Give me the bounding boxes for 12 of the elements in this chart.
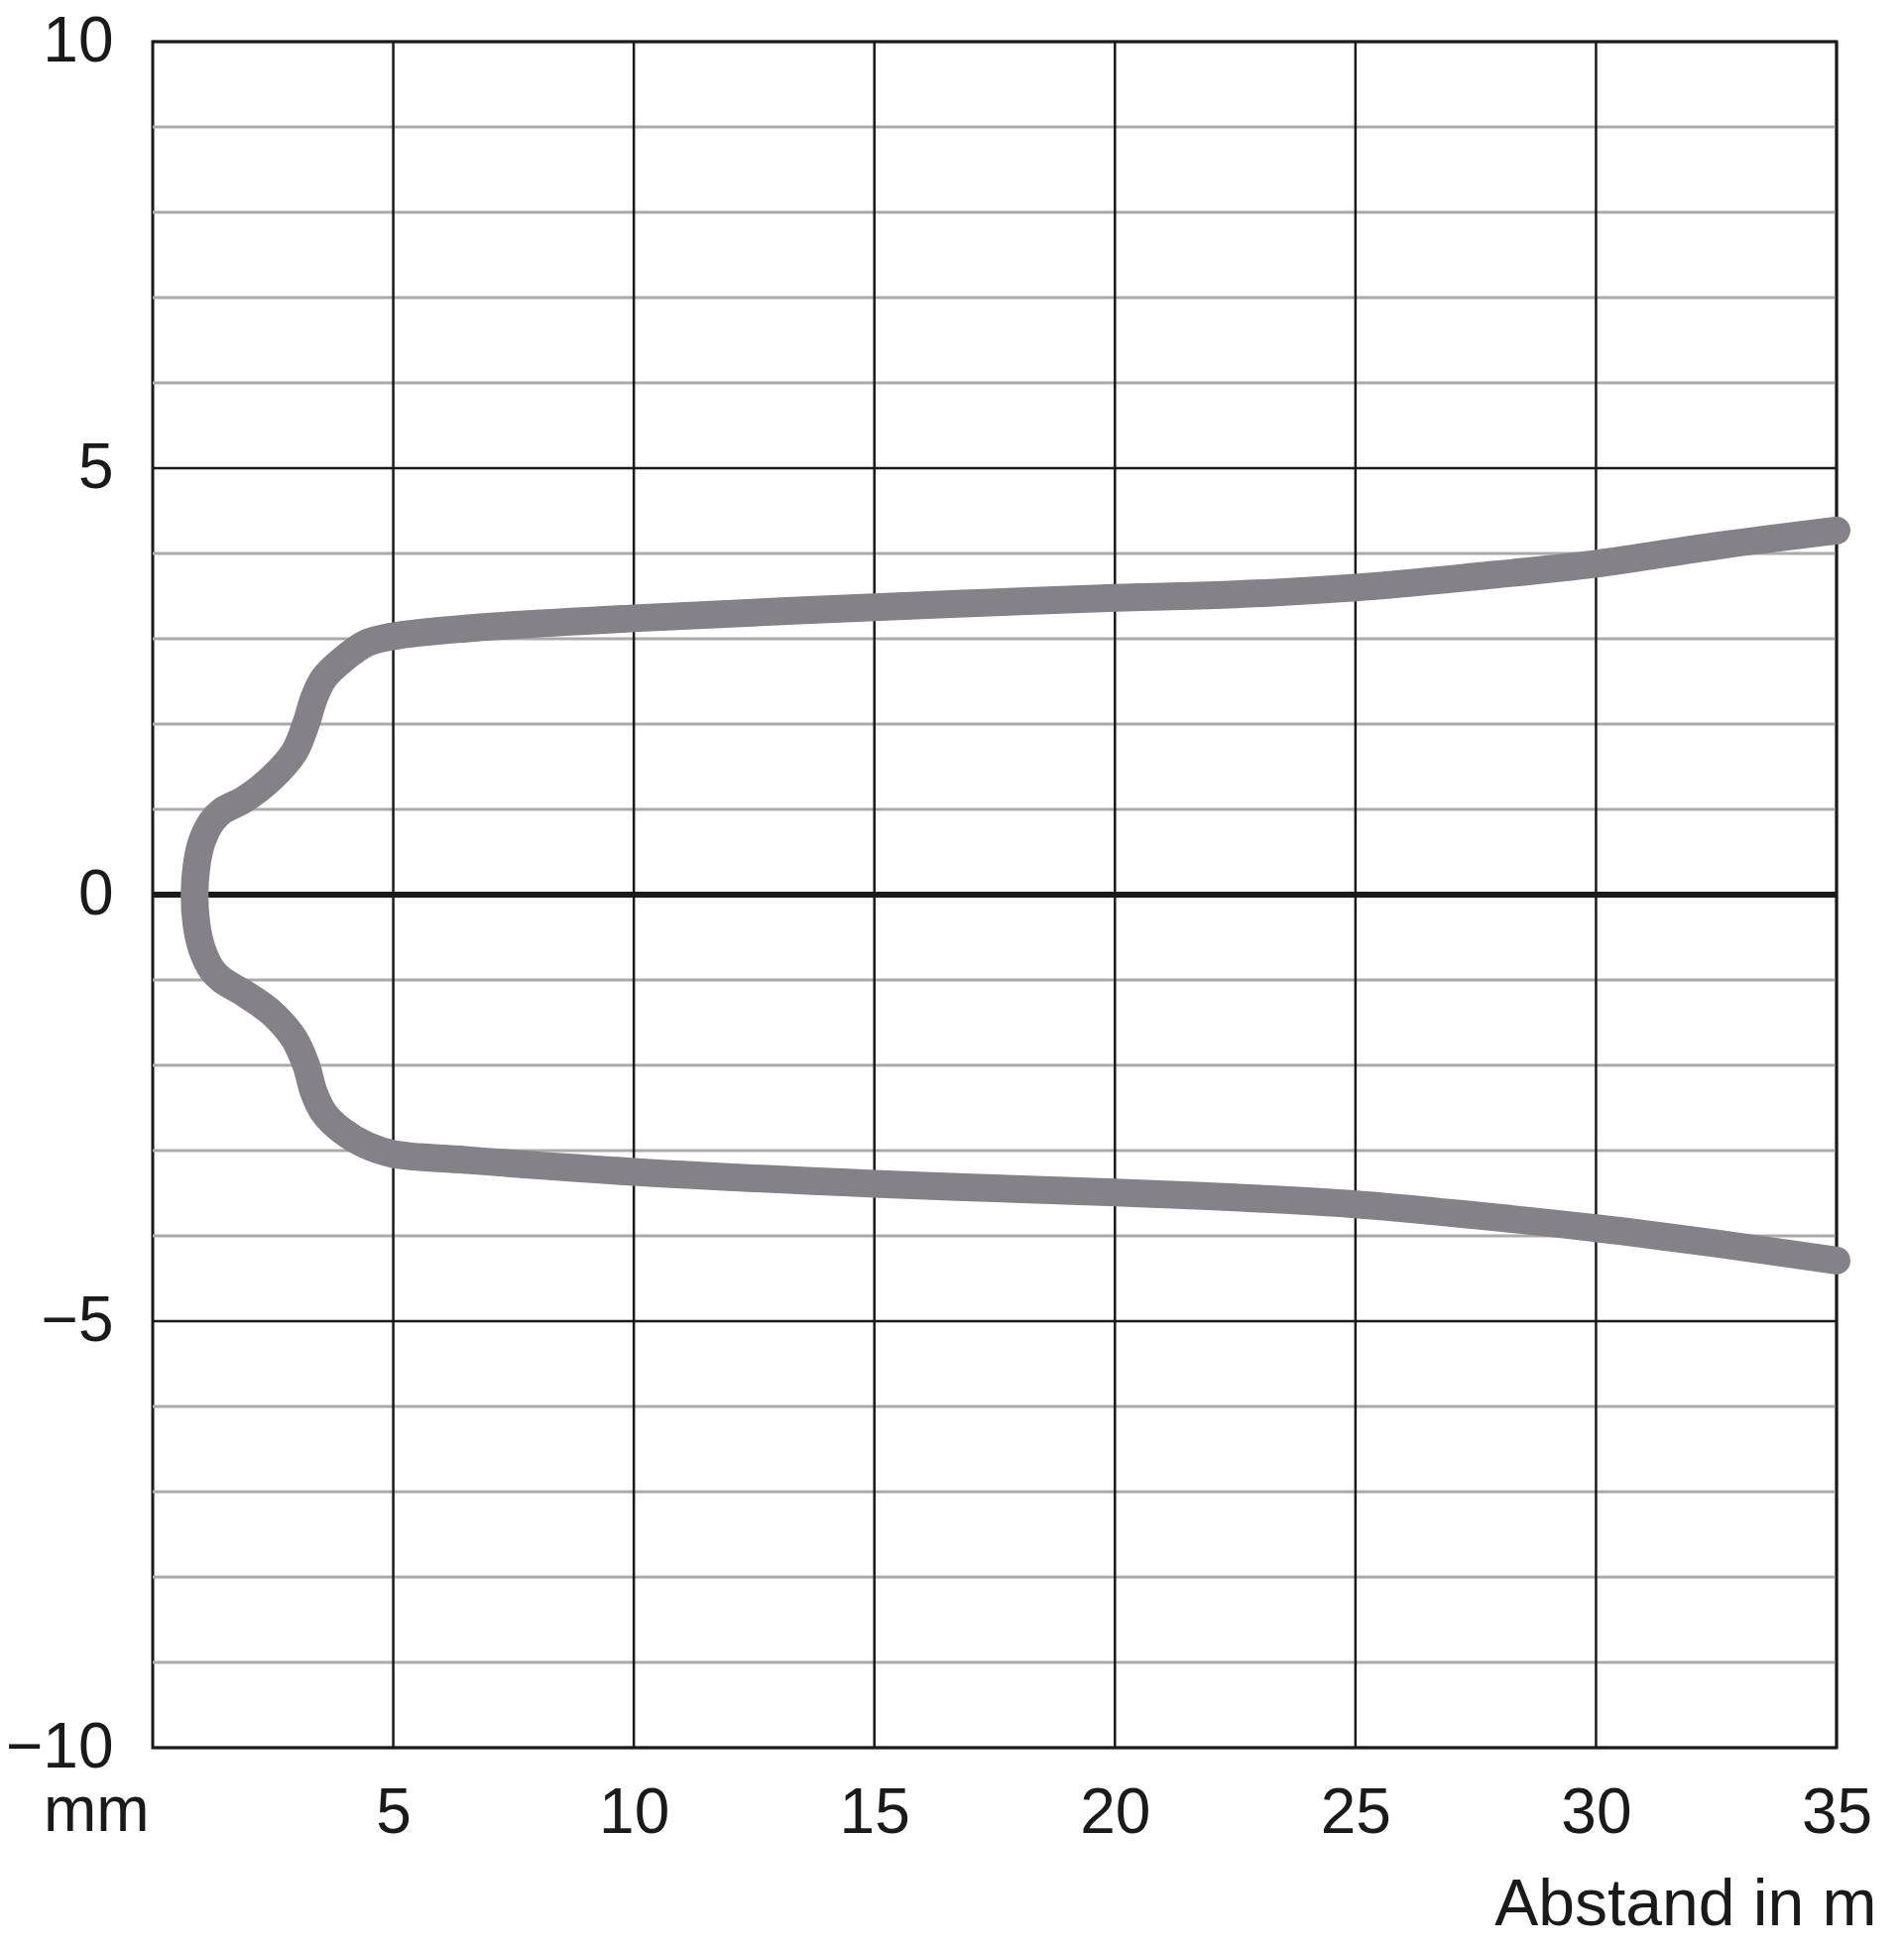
y-tick-label: −5 [41,1282,114,1355]
x-tick-label: 20 [1080,1774,1151,1847]
y-tick-label: 0 [77,856,114,928]
x-tick-label: 25 [1320,1774,1391,1847]
x-tick-label: 30 [1561,1774,1632,1847]
x-axis-title: Abstand in m [1494,1865,1877,1939]
y-tick-label: 5 [77,429,114,502]
x-tick-label: 10 [599,1774,670,1847]
y-tick-label: 10 [43,3,114,75]
x-tick-label: 15 [839,1774,910,1847]
x-tick-label: 5 [376,1774,412,1847]
x-tick-label: 35 [1801,1774,1873,1847]
